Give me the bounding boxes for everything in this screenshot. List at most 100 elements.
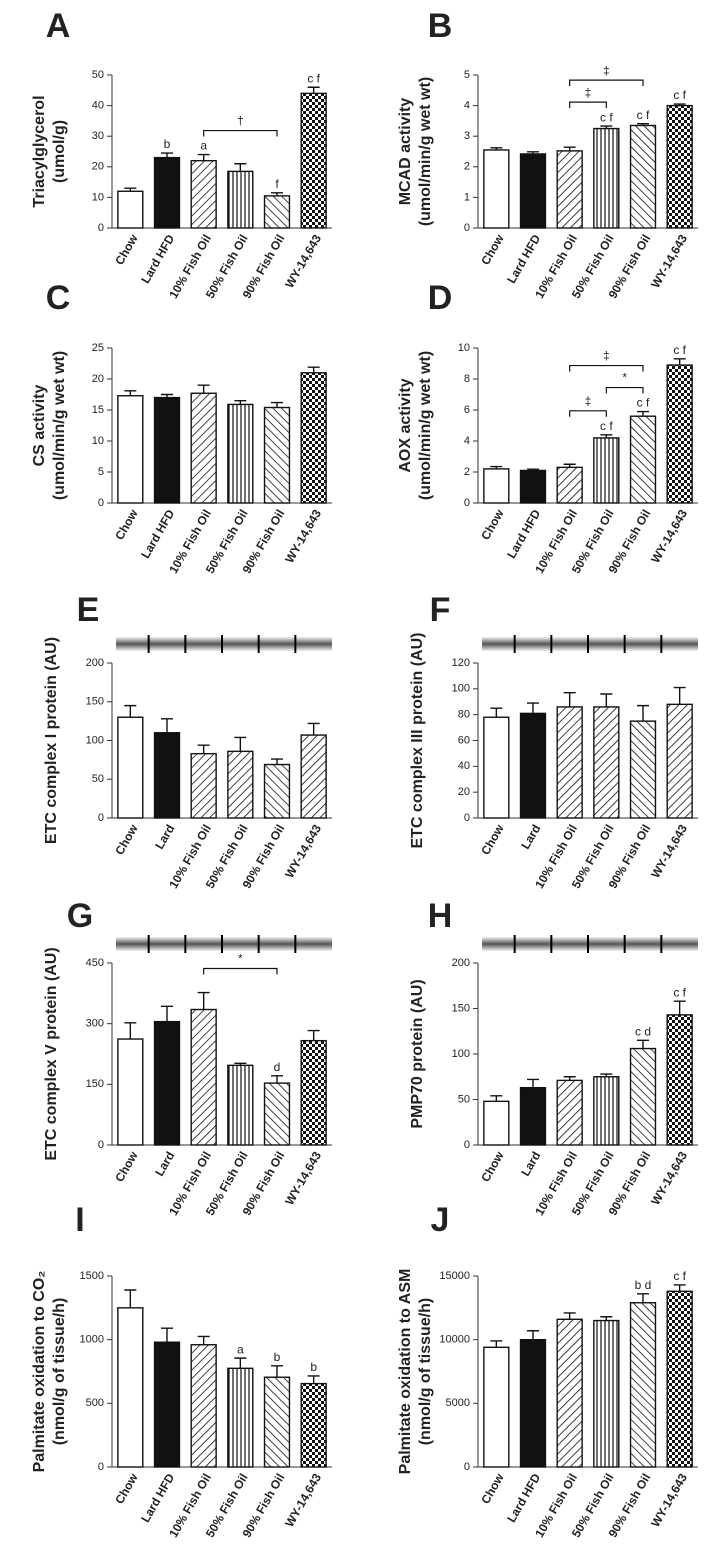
bar: [117, 190, 144, 229]
error-bar: [673, 103, 686, 106]
bar: [593, 437, 620, 504]
bar: [666, 703, 693, 819]
error-bar: [600, 434, 613, 438]
x-tick-label: WY-14,643: [648, 822, 690, 881]
blot-image: [116, 937, 332, 951]
panel-letter: D: [428, 279, 453, 317]
error-bar: [673, 358, 686, 366]
value-label: c f: [637, 108, 650, 122]
x-tick-label: Chow: [112, 1149, 141, 1185]
y-tick-label: 200: [86, 657, 104, 669]
significance-label: *: [238, 952, 243, 966]
significance-bracket: [569, 364, 644, 372]
error-bar: [563, 146, 576, 151]
y-axis-title: AOX activity: [397, 378, 414, 472]
significance-label: †: [237, 114, 244, 128]
value-label: a: [200, 139, 207, 153]
significance-label: *: [622, 371, 627, 385]
bar: [190, 752, 217, 819]
error-bar: [124, 704, 137, 718]
panel-letter: B: [428, 7, 453, 45]
significance-bracket: [569, 79, 644, 87]
bar: [666, 104, 693, 229]
y-tick-label: 8: [464, 373, 470, 385]
y-tick-label: 1000: [80, 1334, 104, 1346]
x-tick-label: WY-14,643: [282, 822, 324, 881]
x-tick-label: Chow: [112, 507, 141, 543]
bar: [629, 124, 657, 229]
error-bar: [271, 401, 283, 408]
bar: [117, 716, 144, 819]
error-bar: [490, 1340, 503, 1348]
y-tick-label: 120: [452, 657, 470, 669]
y-tick-label: 6: [464, 404, 470, 416]
error-bar: [197, 991, 210, 1010]
error-bar: [197, 384, 210, 394]
y-tick-label: 0: [464, 1139, 470, 1151]
bar: [263, 1376, 291, 1468]
y-axis-title: (nmol/g of tissue/h): [51, 1298, 68, 1446]
bar: [190, 1008, 217, 1146]
bar: [227, 1367, 254, 1468]
error-bar: [600, 693, 613, 707]
error-bar: [197, 153, 210, 161]
y-axis-title: (nmol/g of tissue/h): [417, 1298, 434, 1446]
value-label: c f: [600, 110, 613, 124]
error-bar: [161, 152, 173, 158]
y-tick-label: 4: [464, 435, 470, 447]
y-axis-title: ETC complex V protein (AU): [43, 947, 60, 1160]
y-axis-title: (umol/min/g wet wt): [51, 351, 68, 500]
bar: [227, 403, 254, 504]
y-axis-title: Palmitate oxidation to CO₂: [31, 1271, 48, 1473]
error-bar: [637, 704, 649, 722]
bar: [153, 732, 181, 819]
value-label: b d: [635, 1278, 652, 1292]
panel-letter: C: [46, 279, 71, 317]
y-tick-label: 50: [458, 1093, 470, 1105]
significance-label: ‡: [585, 85, 592, 99]
error-bar: [271, 1075, 283, 1084]
y-axis-title: (umol/min/g wet wt): [417, 77, 434, 226]
y-tick-label: 60: [458, 734, 470, 746]
blot-image: [482, 937, 698, 951]
blot-image: [482, 637, 698, 651]
y-axis-title: MCAD activity: [397, 98, 414, 206]
x-tick-label: WY-14,643: [282, 1471, 324, 1530]
bar: [593, 1319, 620, 1468]
error-bar: [673, 686, 686, 705]
bar: [263, 1082, 291, 1146]
significance-bracket: [203, 967, 278, 975]
x-tick-label: WY-14,643: [282, 1149, 324, 1208]
y-axis-title: Palmitate oxidation to ASM: [397, 1269, 414, 1475]
y-tick-label: 30: [92, 130, 104, 142]
bar: [153, 156, 181, 229]
y-tick-label: 10: [92, 191, 104, 203]
x-tick-label: Lard: [518, 822, 543, 852]
y-tick-label: 4: [464, 100, 470, 112]
blot-image: [116, 637, 332, 651]
error-bar: [673, 1000, 686, 1015]
error-bar: [490, 147, 503, 150]
error-bar: [600, 125, 613, 129]
bar: [629, 1302, 657, 1468]
y-tick-label: 100: [86, 734, 104, 746]
error-bar: [307, 722, 320, 736]
bar: [153, 1020, 181, 1146]
x-tick-label: Chow: [112, 1471, 141, 1507]
bar: [593, 127, 620, 229]
y-tick-label: 40: [92, 100, 104, 112]
bar: [519, 1086, 547, 1146]
panel-letter: H: [428, 897, 453, 935]
bar: [190, 392, 217, 504]
error-bar: [161, 718, 173, 733]
value-label: c f: [673, 88, 686, 102]
y-tick-label: 0: [464, 1461, 470, 1473]
significance-label: ‡: [585, 394, 592, 408]
significance-bracket: [569, 410, 607, 417]
error-bar: [307, 1375, 320, 1384]
y-tick-label: 40: [458, 760, 470, 772]
value-label: c f: [673, 985, 686, 999]
error-bar: [490, 1095, 503, 1102]
y-tick-label: 0: [98, 222, 104, 234]
bar: [483, 1346, 510, 1468]
